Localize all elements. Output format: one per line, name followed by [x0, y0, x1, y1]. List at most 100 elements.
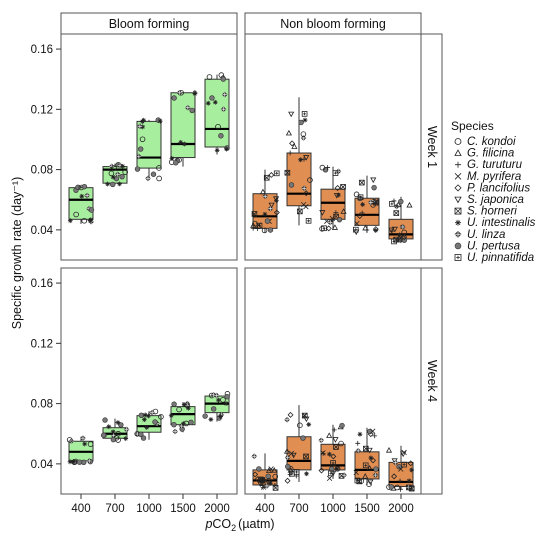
y-tick-label: 0.08: [31, 165, 53, 177]
observation-points: [284, 111, 313, 224]
legend-item: M. pyrifera: [454, 171, 521, 183]
observation-point: [149, 409, 155, 416]
observation-point: [250, 225, 256, 231]
observation-point: [300, 131, 307, 137]
observation-points: [134, 117, 163, 182]
observation-point: [122, 169, 128, 175]
observation-point: [354, 477, 361, 484]
observation-point: [398, 486, 403, 492]
observation-point: [401, 237, 407, 243]
observation-point: [259, 188, 267, 195]
box-2000: [202, 391, 231, 422]
observation-point: [142, 412, 148, 418]
x-tick-label: 400: [71, 503, 90, 515]
x-tick-label: 1000: [136, 503, 162, 515]
observation-point: [298, 119, 304, 126]
observation-point: [176, 89, 183, 96]
observation-point: [267, 227, 274, 233]
observation-point: [267, 205, 274, 212]
observation-point: [318, 467, 325, 474]
observation-point: [117, 181, 122, 187]
observation-point: [256, 466, 262, 472]
y-tick-label: 0.16: [31, 44, 53, 56]
legend-item: U. linza: [454, 229, 505, 241]
box-iqr: [320, 188, 346, 220]
observation-point: [213, 392, 220, 399]
legend-label: U. linza: [467, 229, 505, 241]
observation-point: [184, 402, 191, 409]
observation-point: [385, 447, 393, 453]
x-tick-label: 700: [105, 503, 124, 515]
observation-points: [385, 447, 415, 492]
legend-item: G. turuturu: [455, 159, 523, 171]
legend-label: G. turuturu: [467, 159, 523, 171]
x-axis-title-unit: (µatm): [238, 517, 274, 531]
legend-marker: [454, 207, 462, 215]
y-tick-label: 0.04: [31, 459, 54, 471]
observation-point: [389, 201, 395, 207]
legend-item: S. japonica: [454, 194, 524, 206]
observation-point: [300, 201, 307, 208]
strip-week-4: Week 4: [420, 267, 443, 495]
observation-point: [397, 232, 402, 238]
observation-point: [140, 435, 147, 441]
observation-points: [168, 89, 198, 166]
observation-point: [392, 459, 399, 466]
observation-points: [105, 161, 128, 188]
box-iqr: [170, 92, 196, 159]
observation-point: [353, 469, 359, 476]
box-iqr: [204, 78, 230, 148]
x-tick-label: 1500: [170, 503, 196, 515]
observation-points: [100, 417, 130, 443]
observation-point: [251, 453, 258, 460]
legend-label: U. pertusa: [467, 240, 520, 252]
observation-point: [185, 405, 191, 411]
observation-point: [330, 453, 337, 460]
observation-point: [326, 475, 333, 482]
observation-point: [370, 177, 377, 184]
observation-point: [319, 226, 325, 232]
observation-point: [357, 194, 364, 201]
observation-point: [360, 202, 366, 207]
observation-point: [255, 222, 262, 228]
observation-point: [152, 419, 158, 425]
observation-point: [284, 416, 290, 423]
strip-bloom-forming-label: Bloom forming: [109, 17, 190, 31]
observation-point: [267, 480, 273, 486]
observation-points: [319, 164, 347, 232]
observation-point: [218, 133, 224, 139]
observation-point: [171, 421, 177, 428]
observation-point: [189, 107, 195, 114]
observation-point: [388, 227, 395, 234]
legend-marker: [454, 230, 462, 238]
box-1000: [134, 408, 164, 441]
observation-point: [401, 461, 407, 468]
observation-point: [214, 147, 220, 153]
observation-point: [87, 441, 94, 447]
panel-non_bloom-week-4: [244, 267, 422, 495]
observation-point: [265, 473, 271, 480]
observation-point: [400, 451, 407, 458]
observation-point: [353, 191, 360, 198]
observation-point: [150, 171, 157, 177]
observation-point: [325, 225, 332, 232]
box-700: [284, 97, 313, 226]
x-tick-label: 700: [289, 503, 308, 515]
observation-point: [102, 417, 108, 423]
observation-point: [224, 146, 229, 152]
observation-point: [367, 479, 374, 486]
observation-point: [212, 99, 218, 105]
observation-point: [357, 431, 363, 437]
y-tick-label: 0.16: [31, 278, 53, 290]
panel-bloom-week-4: [60, 267, 238, 495]
x-tick-label: 400: [255, 503, 274, 515]
box-400: [250, 169, 280, 234]
observation-point: [302, 117, 308, 123]
legend-label: U. intestinalis: [467, 217, 536, 229]
observation-point: [284, 454, 291, 461]
observation-points: [250, 170, 280, 234]
box-1000: [134, 117, 163, 182]
observation-point: [251, 211, 258, 217]
observation-point: [283, 448, 291, 454]
observation-point: [372, 433, 378, 439]
